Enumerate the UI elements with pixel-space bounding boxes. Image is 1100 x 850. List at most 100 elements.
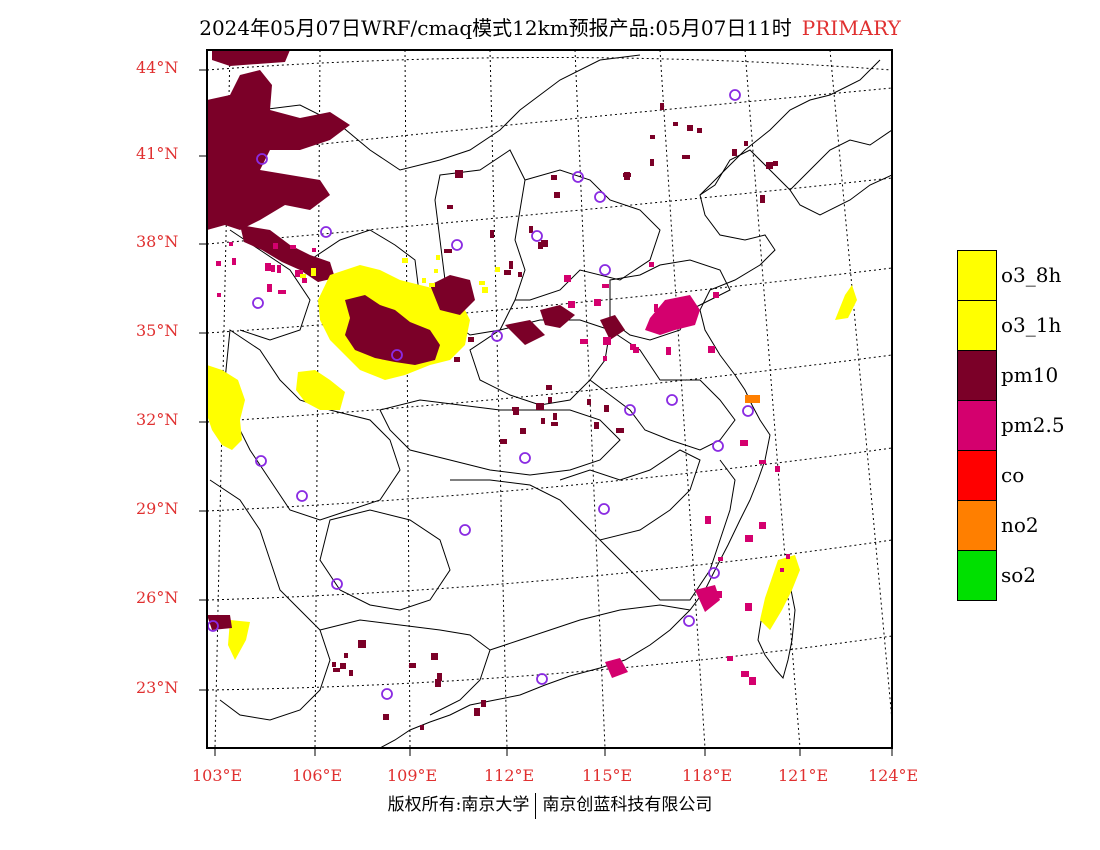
pollutant-speckle	[447, 205, 453, 209]
pollutant-speckle	[500, 439, 507, 444]
pollutant-speckle	[349, 670, 353, 676]
pollutant-speckle	[474, 708, 480, 716]
pollutant-speckle	[479, 281, 485, 285]
o3-area-sichuan	[207, 365, 245, 450]
border-jilin	[789, 129, 892, 191]
station-circle	[296, 490, 308, 502]
pollutant-speckle	[512, 407, 519, 411]
parallel-29n	[207, 447, 892, 512]
station-circle	[624, 404, 636, 416]
station-circle	[712, 440, 724, 452]
lat-label-44n: 44°N	[136, 58, 179, 77]
coastline	[379, 149, 892, 748]
pollutant-speckle	[232, 258, 236, 265]
pollutant-speckle	[554, 192, 560, 198]
legend-label: no2	[1001, 513, 1039, 537]
border-gansu	[229, 229, 311, 341]
pollutant-speckle	[300, 274, 306, 278]
pollutant-speckle	[548, 397, 552, 403]
pollutant-speckle	[759, 522, 766, 529]
station-circle	[381, 688, 393, 700]
pollutant-speckle	[295, 270, 303, 277]
pm10-area-hebei	[540, 305, 575, 328]
lon-label-121e: 121°E	[778, 766, 829, 785]
pm10-area-inner-mongolia	[207, 70, 350, 230]
o3-area-zhejiang-sea	[760, 555, 800, 630]
pollutant-speckle	[775, 466, 780, 472]
station-circle	[451, 239, 463, 251]
boundaries	[209, 54, 892, 748]
copyright-credit: 版权所有:南京大学 南京创蓝科技有限公司	[0, 790, 1100, 819]
pollutant-speckle	[383, 714, 389, 720]
pollutant-speckle	[553, 413, 557, 420]
lat-label-29n: 29°N	[136, 499, 179, 518]
parallel-32n	[207, 354, 892, 423]
pm10-area-shanxi	[430, 275, 475, 315]
lon-label-106e: 106°E	[292, 766, 343, 785]
map-title-text: 2024年05月07日WRF/cmaq模式12km预报产品:05月07日11时	[199, 16, 792, 40]
pollutant-speckle	[732, 149, 737, 156]
lon-label-109e: 109°E	[387, 766, 438, 785]
legend-swatch	[957, 400, 997, 451]
pollutant-speckle	[265, 263, 271, 271]
pollutant-speckle	[624, 172, 630, 180]
border-fujian-zhejiang	[599, 459, 736, 601]
border-hunan-jiangxi	[450, 449, 701, 541]
lat-label-26n: 26°N	[136, 588, 179, 607]
meridian-106e	[314, 50, 321, 748]
pollutant-speckle	[682, 155, 690, 159]
o3-area-yunnan	[228, 620, 250, 660]
station-circle	[594, 191, 606, 203]
pollutant-speckle	[538, 242, 543, 249]
lon-label-115e: 115°E	[582, 766, 633, 785]
pollutant-speckle	[673, 122, 678, 126]
meridian-115e	[574, 50, 606, 748]
o3-area-chongqing	[296, 370, 345, 410]
pollutant-speckle	[504, 270, 511, 275]
parallel-38n	[207, 177, 892, 245]
border-liaoning	[699, 59, 881, 196]
pollutant-speckle	[740, 440, 748, 446]
pollutant-speckle	[603, 337, 611, 345]
pollutant-speckle	[551, 175, 557, 180]
lat-label-38n: 38°N	[136, 232, 179, 251]
lon-label-112e: 112°E	[484, 766, 535, 785]
station-circle	[331, 578, 343, 590]
pollutant-speckle	[564, 275, 571, 282]
legend-label: pm2.5	[1001, 413, 1065, 437]
map-title: 2024年05月07日WRF/cmaq模式12km预报产品:05月07日11时 P…	[0, 12, 1100, 41]
pollutant-speckle	[395, 284, 403, 292]
pollutant-speckle	[518, 272, 522, 277]
border-hebei	[515, 169, 661, 301]
pollutant-speckle	[436, 255, 440, 260]
pollutant-speckle	[333, 668, 340, 672]
lon-label-124e: 124°E	[868, 766, 919, 785]
pollutant-speckle	[649, 262, 654, 267]
lon-label-118e: 118°E	[682, 766, 733, 785]
station-circle	[598, 503, 610, 515]
pollutant-speckle	[727, 656, 733, 661]
pollutant-speckle	[273, 243, 278, 249]
pollutant-speckle	[745, 603, 752, 611]
legend-label: co	[1001, 463, 1025, 487]
parallel-41n	[207, 87, 892, 157]
legend-swatch	[957, 500, 997, 551]
pollutant-speckle	[495, 267, 500, 272]
pollutant-speckle	[594, 422, 599, 429]
pollutant-speckle	[697, 128, 702, 133]
pollutant-speckle	[541, 418, 545, 424]
pollutant-speckle	[468, 337, 474, 342]
pollutant-speckle	[536, 403, 544, 410]
station-circle	[666, 394, 678, 406]
pollutant-speckle	[344, 653, 348, 658]
pollutant-speckle	[660, 103, 664, 110]
pm25-area-shandong	[645, 295, 700, 335]
pollutant-speckle	[455, 170, 463, 178]
pollutant-speckle	[311, 268, 316, 276]
border-sichuan-chongqing	[224, 329, 401, 521]
pollutant-speckle	[603, 356, 607, 361]
pollutant-speckle	[267, 284, 272, 292]
border-guangdong	[489, 604, 691, 651]
border-jiangsu-anhui	[589, 329, 736, 451]
legend-swatch	[957, 250, 997, 301]
